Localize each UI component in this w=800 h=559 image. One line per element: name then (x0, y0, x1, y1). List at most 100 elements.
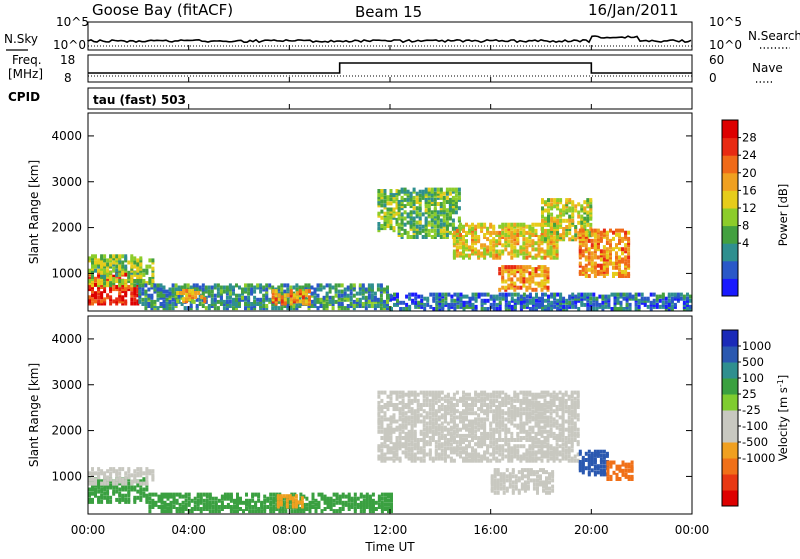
power-cell (109, 302, 112, 306)
vel-cell (525, 457, 528, 461)
vel-cell (571, 457, 574, 461)
vel-cell (377, 430, 380, 434)
power-cell (611, 293, 614, 297)
vel-cell (465, 415, 468, 419)
vel-cell (91, 498, 94, 502)
power-cell (577, 221, 580, 225)
vel-cell (124, 475, 127, 479)
power-cell (588, 251, 591, 255)
power-cell (528, 286, 531, 290)
power-cell (544, 282, 547, 286)
vel-cell (420, 391, 423, 395)
power-cell (586, 217, 589, 221)
power-cell (522, 280, 525, 284)
vel-cell (547, 415, 550, 419)
vel-cell (429, 420, 432, 424)
vel-cell (465, 401, 468, 405)
vel-cell (429, 426, 432, 430)
vel-cell (286, 494, 289, 498)
vel-cell (441, 457, 444, 461)
vel-cell (550, 411, 553, 415)
power-cell (377, 283, 380, 287)
vel-cell (456, 391, 459, 395)
power-cell (414, 297, 417, 301)
vel-cell (233, 499, 236, 503)
vel-cell (594, 464, 597, 468)
power-cell (434, 229, 437, 233)
power-cell (410, 221, 413, 225)
power-cell (504, 229, 507, 233)
power-cell (335, 283, 338, 287)
vel-cell (360, 493, 363, 497)
vel-cell (471, 397, 474, 401)
vel-cell (405, 432, 408, 436)
vel-cell (263, 499, 266, 503)
power-cell (144, 306, 147, 310)
power-ytick-label: 4000 (51, 129, 82, 143)
vel-cell (486, 432, 489, 436)
vel-cell (441, 448, 444, 452)
vel-cell (402, 391, 405, 395)
vel-cell (100, 469, 103, 473)
vel-cell (263, 495, 266, 499)
power-cell (407, 198, 410, 202)
power-cell (185, 297, 188, 301)
power-cell (377, 304, 380, 308)
vel-cell (426, 391, 429, 395)
power-cell (377, 226, 380, 230)
power-cell (487, 293, 490, 297)
power-cell (556, 219, 559, 223)
power-cell (665, 301, 668, 305)
power-cell (259, 283, 262, 287)
power-cell (429, 293, 432, 297)
vel-cell (408, 442, 411, 446)
power-cell (217, 292, 220, 296)
power-cell (130, 279, 133, 283)
vel-cell (420, 438, 423, 442)
power-cell (624, 255, 627, 259)
vel-cell (380, 453, 383, 457)
power-cell (474, 247, 477, 251)
power-cell (683, 301, 686, 305)
power-cell (419, 198, 422, 202)
vel-cell (544, 399, 547, 403)
vel-cell (477, 407, 480, 411)
vel-cell (465, 438, 468, 442)
power-cell (281, 295, 284, 299)
power-cell (547, 198, 550, 202)
power-cell (217, 306, 220, 310)
vel-cell (516, 448, 519, 452)
power-cell (112, 299, 115, 303)
vel-cell (194, 505, 197, 509)
power-cell (586, 223, 589, 227)
power-cell (94, 299, 97, 303)
power-cell (523, 305, 526, 309)
vel-cell (179, 503, 182, 507)
power-cell (205, 286, 208, 290)
power-cell (138, 300, 141, 304)
vel-cell (242, 501, 245, 505)
power-cell (453, 307, 456, 311)
power-cell (443, 192, 446, 196)
power-cell (544, 209, 547, 213)
vel-cell (423, 432, 426, 436)
power-cell (606, 262, 609, 266)
power-cell (398, 223, 401, 227)
vel-cell (447, 405, 450, 409)
power-cell (501, 231, 504, 235)
power-cell (199, 302, 202, 306)
power-cell (214, 306, 217, 310)
power-cell (505, 293, 508, 297)
vel-cell (154, 493, 157, 497)
vel-cell (106, 490, 109, 494)
vel-cell (600, 454, 603, 458)
power-cell (202, 288, 205, 292)
vel-cell (417, 399, 420, 403)
power-cell (393, 199, 396, 203)
power-cell (141, 302, 144, 306)
power-cell (169, 300, 172, 304)
power-cell (592, 303, 595, 307)
power-cell (290, 289, 293, 293)
vel-cell (423, 420, 426, 424)
vel-cell (522, 453, 525, 457)
